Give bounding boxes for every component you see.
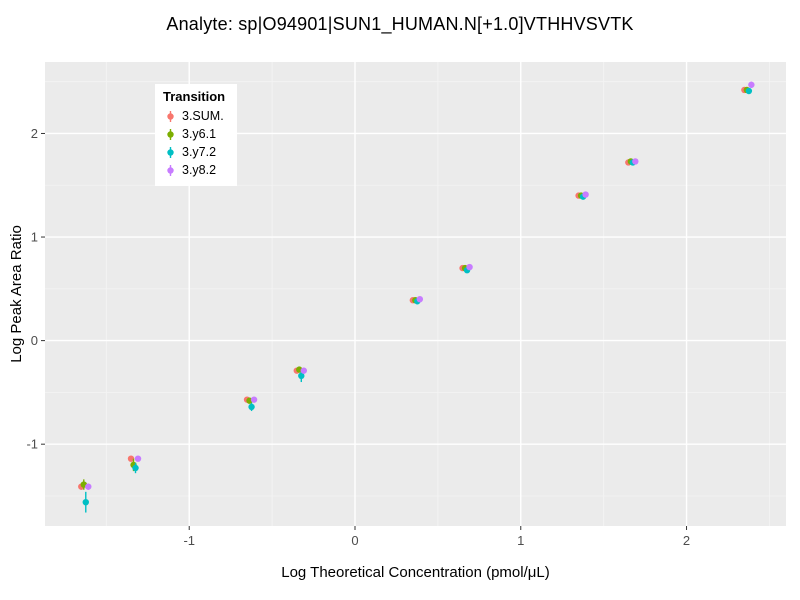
plot-title: Analyte: sp|O94901|SUN1_HUMAN.N[+1.0]VTH…: [166, 14, 634, 34]
series-3.y8.2: [85, 81, 755, 490]
legend-item: 3.y7.2: [163, 143, 225, 161]
data-point: [250, 396, 258, 403]
legend-key-icon: [167, 146, 174, 158]
data-point: [466, 263, 473, 271]
data-point: [82, 498, 89, 506]
legend-items: 3.SUM. 3.y6.1 3.y7.2 3.y8.2: [163, 107, 225, 179]
data-point: [582, 191, 589, 198]
x-tick-label: -1: [183, 533, 195, 548]
legend-key-icon: [167, 110, 174, 122]
axis-ticks: -1 0 1 2 -1 0 1 2: [26, 126, 690, 548]
legend-item-label: 3.y7.2: [182, 145, 217, 159]
data-point: [248, 403, 255, 411]
y-tick-label: 1: [31, 230, 38, 245]
legend-item-label: 3.y8.2: [182, 163, 217, 177]
legend-item: 3.y6.1: [163, 125, 225, 143]
legend-item: 3.y8.2: [163, 161, 225, 179]
legend-title: Transition: [163, 89, 226, 104]
data-point: [632, 158, 639, 165]
y-tick-label: 2: [31, 126, 38, 141]
y-tick-label: 0: [31, 333, 38, 348]
x-tick-label: 0: [351, 533, 358, 548]
legend-item-label: 3.y6.1: [182, 127, 217, 141]
y-axis-label: Log Peak Area Ratio: [8, 225, 25, 363]
data-point: [745, 87, 753, 95]
x-tick-label: 1: [517, 533, 524, 548]
data-point: [134, 455, 142, 462]
legend-item: 3.SUM.: [163, 107, 225, 125]
y-tick-label: -1: [26, 437, 38, 452]
data-point: [748, 81, 755, 88]
data-point: [85, 483, 92, 490]
legend-key-icon: [167, 128, 174, 140]
legend-key-icon: [167, 164, 174, 176]
data-point: [416, 295, 424, 303]
data-point: [298, 372, 305, 380]
data-point: [127, 455, 135, 462]
data-point: [132, 464, 139, 472]
legend: Transition 3.SUM. 3.y6.1 3.y7.2 3.y8.2: [155, 84, 238, 186]
legend-item-label: 3.SUM.: [182, 109, 224, 123]
x-axis-label: Log Theoretical Concentration (pmol/μL): [281, 564, 550, 581]
x-tick-label: 2: [683, 533, 690, 548]
data-point: [300, 367, 307, 374]
